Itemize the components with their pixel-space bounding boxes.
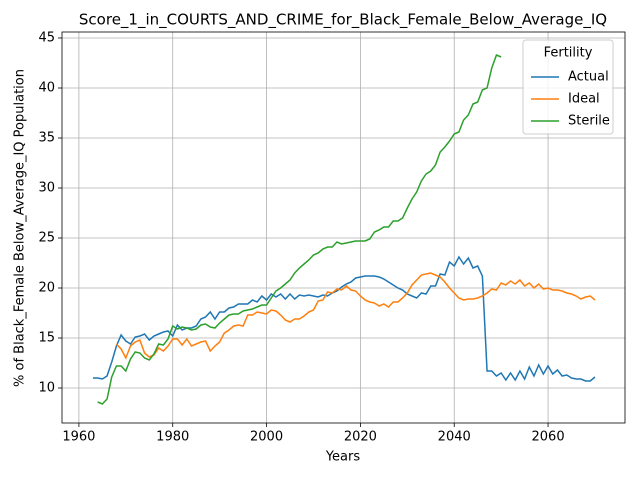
y-tick-label: 40	[38, 81, 55, 96]
y-tick-label: 15	[38, 331, 55, 346]
plot-frame	[61, 31, 626, 424]
data-line	[92, 255, 596, 382]
y-tick-label: 25	[38, 231, 55, 246]
x-tick-label: 2040	[438, 430, 471, 445]
x-tick-label: 2020	[344, 430, 377, 445]
data-line	[115, 272, 596, 360]
y-tick-label: 10	[38, 381, 55, 396]
legend-label: Sterile	[568, 114, 610, 129]
x-tick-label: 2000	[250, 430, 283, 445]
y-tick-label: 45	[38, 31, 55, 46]
legend-label: Actual	[568, 70, 609, 85]
y-axis-label: % of Black_Female Below_Average_IQ Popul…	[13, 69, 28, 387]
x-tick-label: 2060	[532, 430, 565, 445]
y-tick-label: 20	[38, 281, 55, 296]
x-tick-label: 1960	[62, 430, 95, 445]
x-tick-label: 1980	[156, 430, 189, 445]
x-axis-label: Years	[325, 450, 361, 465]
data-line	[97, 53, 502, 405]
legend-title: Fertility	[544, 46, 593, 61]
legend-label: Ideal	[568, 92, 600, 107]
y-tick-label: 30	[38, 181, 55, 196]
chart-title: Score_1_in_COURTS_AND_CRIME_for_Black_Fe…	[79, 11, 607, 30]
legend: Fertility Actual Ideal Sterile	[522, 39, 614, 135]
legend-box	[522, 39, 614, 135]
y-tick-label: 35	[38, 131, 55, 146]
